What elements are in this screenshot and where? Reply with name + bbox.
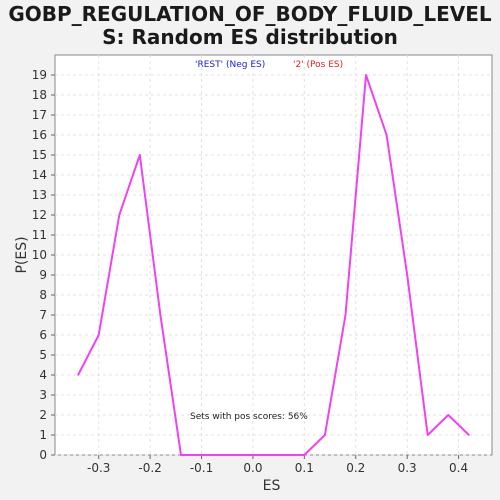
annotation-pos-scores: Sets with pos scores: 56% bbox=[190, 412, 308, 422]
data-point bbox=[385, 134, 388, 136]
y-tick-label: 9 bbox=[39, 268, 47, 282]
data-point bbox=[344, 314, 347, 316]
data-point bbox=[303, 454, 306, 456]
x-tick-label: 0.4 bbox=[449, 461, 468, 475]
x-tick-label: 0.0 bbox=[243, 461, 262, 475]
y-tick-label: 2 bbox=[39, 408, 47, 422]
data-point bbox=[406, 274, 408, 276]
data-point bbox=[77, 374, 79, 376]
data-point bbox=[282, 454, 285, 456]
x-tick-label: 0.1 bbox=[295, 461, 314, 475]
series-line bbox=[77, 74, 470, 456]
y-tick-label: 5 bbox=[39, 348, 47, 362]
data-point bbox=[241, 454, 244, 456]
y-tick-label: 14 bbox=[32, 168, 47, 182]
chart-title-line1: GOBP_REGULATION_OF_BODY_FLUID_LEVEL bbox=[8, 2, 492, 26]
x-axis-ticks: -0.3 -0.2 -0.1 0.0 0.1 0.2 0.3 0.4 bbox=[87, 455, 468, 475]
y-tick-label: 8 bbox=[39, 288, 47, 302]
data-point bbox=[468, 434, 470, 436]
x-tick-label: 0.2 bbox=[346, 461, 365, 475]
data-point bbox=[324, 434, 326, 436]
data-point bbox=[262, 454, 265, 456]
data-point bbox=[159, 314, 162, 316]
data-point bbox=[139, 154, 141, 156]
x-axis-label: ES bbox=[263, 478, 281, 494]
y-tick-label: 19 bbox=[32, 68, 47, 82]
y-tick-label: 18 bbox=[32, 88, 47, 102]
data-point bbox=[200, 454, 203, 456]
y-tick-label: 16 bbox=[32, 128, 47, 142]
y-tick-label: 10 bbox=[32, 248, 47, 262]
y-tick-label: 7 bbox=[39, 308, 47, 322]
data-point bbox=[426, 434, 429, 436]
y-tick-label: 3 bbox=[39, 388, 47, 402]
y-tick-label: 13 bbox=[32, 188, 47, 202]
y-tick-label: 1 bbox=[39, 428, 47, 442]
data-point bbox=[97, 334, 100, 336]
y-tick-label: 17 bbox=[32, 108, 47, 122]
x-tick-label: -0.3 bbox=[87, 461, 110, 475]
y-tick-label: 6 bbox=[39, 328, 47, 342]
x-tick-label: -0.2 bbox=[138, 461, 161, 475]
data-point bbox=[118, 214, 121, 216]
data-point bbox=[221, 454, 223, 456]
legend-neg-es: 'REST' (Neg ES) bbox=[195, 60, 265, 70]
y-axis-label: P(ES) bbox=[14, 236, 30, 273]
y-tick-label: 0 bbox=[39, 448, 47, 462]
data-point bbox=[365, 74, 367, 76]
data-point bbox=[180, 454, 182, 456]
x-tick-label: 0.3 bbox=[398, 461, 417, 475]
data-point bbox=[447, 414, 450, 416]
x-tick-label: -0.1 bbox=[190, 461, 213, 475]
series-group bbox=[77, 74, 470, 456]
y-tick-label: 12 bbox=[32, 208, 47, 222]
grid-lines bbox=[55, 55, 492, 456]
y-tick-label: 15 bbox=[32, 148, 47, 162]
legend-pos-es: '2' (Pos ES) bbox=[293, 60, 343, 70]
y-tick-label: 11 bbox=[32, 228, 47, 242]
chart-title-line2: S: Random ES distribution bbox=[102, 25, 398, 49]
y-tick-label: 4 bbox=[39, 368, 47, 382]
